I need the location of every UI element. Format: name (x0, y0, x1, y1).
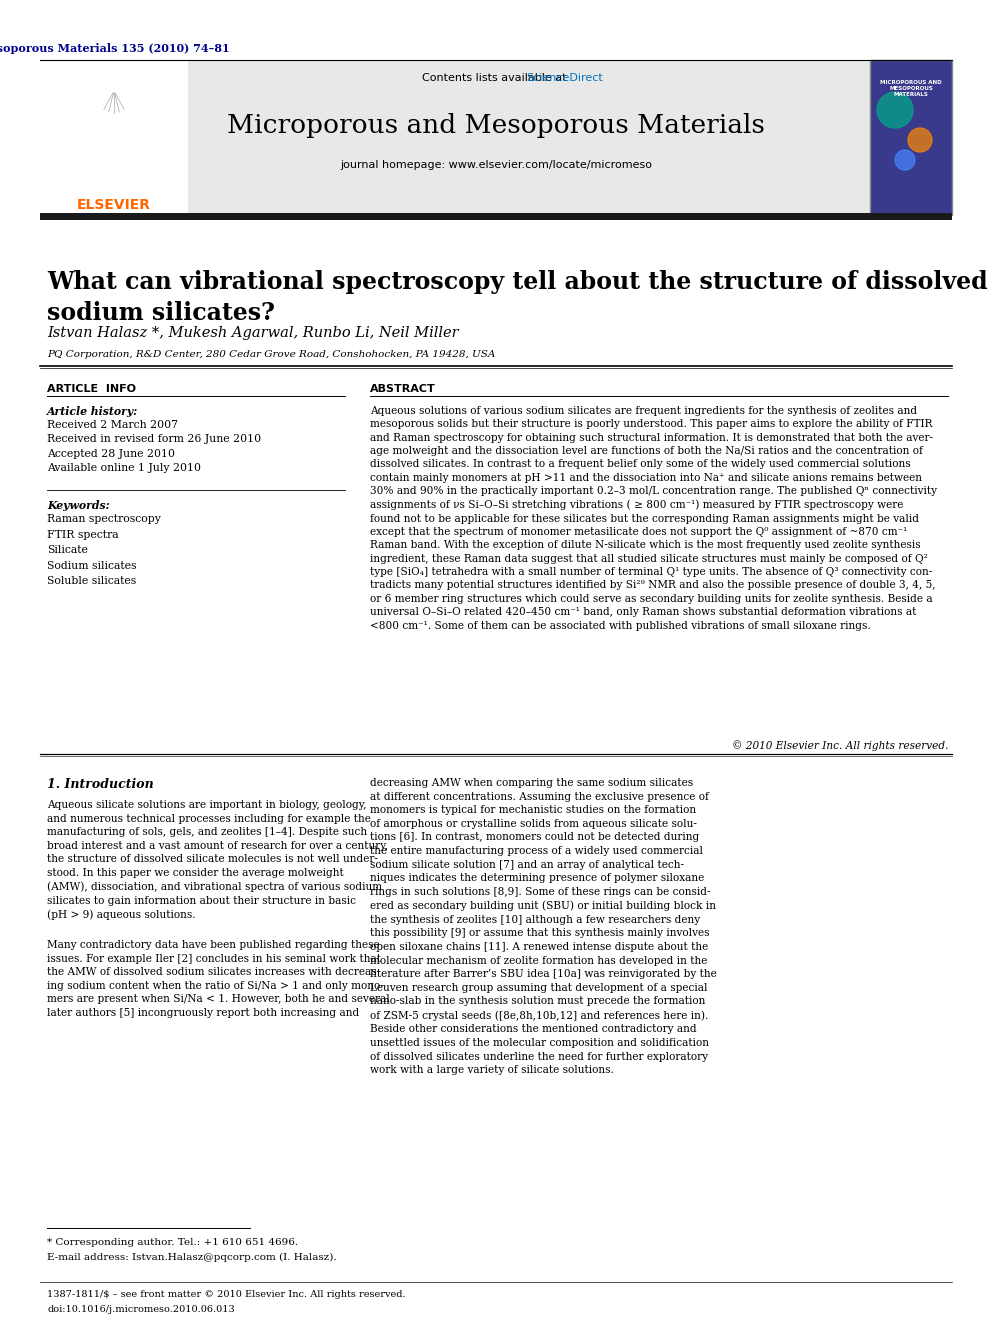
Circle shape (895, 149, 915, 169)
Text: ABSTRACT: ABSTRACT (370, 384, 435, 394)
Text: journal homepage: www.elsevier.com/locate/micromeso: journal homepage: www.elsevier.com/locat… (340, 160, 652, 169)
Circle shape (877, 93, 913, 128)
Text: ELSEVIER: ELSEVIER (77, 198, 151, 212)
Text: decreasing AMW when comparing the same sodium silicates
at different concentrati: decreasing AMW when comparing the same s… (370, 778, 717, 1076)
Text: Keywords:: Keywords: (47, 500, 110, 511)
Text: Aqueous solutions of various sodium silicates are frequent ingredients for the s: Aqueous solutions of various sodium sili… (370, 406, 937, 631)
Text: What can vibrational spectroscopy tell about the structure of dissolved
sodium s: What can vibrational spectroscopy tell a… (47, 270, 988, 324)
Text: 1387-1811/$ – see front matter © 2010 Elsevier Inc. All rights reserved.: 1387-1811/$ – see front matter © 2010 El… (47, 1290, 406, 1299)
Text: Raman spectroscopy
FTIR spectra
Silicate
Sodium silicates
Soluble silicates: Raman spectroscopy FTIR spectra Silicate… (47, 515, 161, 586)
Text: © 2010 Elsevier Inc. All rights reserved.: © 2010 Elsevier Inc. All rights reserved… (731, 740, 948, 750)
Text: Many contradictory data have been published regarding these
issues. For example : Many contradictory data have been publis… (47, 941, 390, 1017)
Text: Article history:: Article history: (47, 406, 138, 417)
Bar (40, 213, 952, 220)
Text: Received 2 March 2007
Received in revised form 26 June 2010
Accepted 28 June 201: Received 2 March 2007 Received in revise… (47, 419, 261, 474)
Text: 1. Introduction: 1. Introduction (47, 778, 154, 791)
Bar (40, 60, 952, 216)
Text: MICROPOROUS AND
MESOPOROUS
MATERIALS: MICROPOROUS AND MESOPOROUS MATERIALS (880, 79, 941, 97)
Text: * Corresponding author. Tel.: +1 610 651 4696.: * Corresponding author. Tel.: +1 610 651… (47, 1238, 299, 1248)
Text: E-mail address: Istvan.Halasz@pqcorp.com (I. Halasz).: E-mail address: Istvan.Halasz@pqcorp.com… (47, 1253, 336, 1262)
Text: PQ Corporation, R&D Center, 280 Cedar Grove Road, Conshohocken, PA 19428, USA: PQ Corporation, R&D Center, 280 Cedar Gr… (47, 351, 495, 359)
Text: Contents lists available at: Contents lists available at (422, 73, 570, 83)
Text: Microporous and Mesoporous Materials 135 (2010) 74–81: Microporous and Mesoporous Materials 135… (0, 42, 230, 53)
Text: ScienceDirect: ScienceDirect (527, 73, 603, 83)
Text: ARTICLE  INFO: ARTICLE INFO (47, 384, 136, 394)
Circle shape (908, 128, 932, 152)
Text: Istvan Halasz *, Mukesh Agarwal, Runbo Li, Neil Miller: Istvan Halasz *, Mukesh Agarwal, Runbo L… (47, 325, 458, 340)
Bar (40, 60, 188, 216)
Text: Aqueous silicate solutions are important in biology, geology,
and numerous techn: Aqueous silicate solutions are important… (47, 800, 388, 921)
Text: Microporous and Mesoporous Materials: Microporous and Mesoporous Materials (227, 112, 765, 138)
Text: doi:10.1016/j.micromeso.2010.06.013: doi:10.1016/j.micromeso.2010.06.013 (47, 1304, 235, 1314)
Bar (870, 60, 952, 216)
